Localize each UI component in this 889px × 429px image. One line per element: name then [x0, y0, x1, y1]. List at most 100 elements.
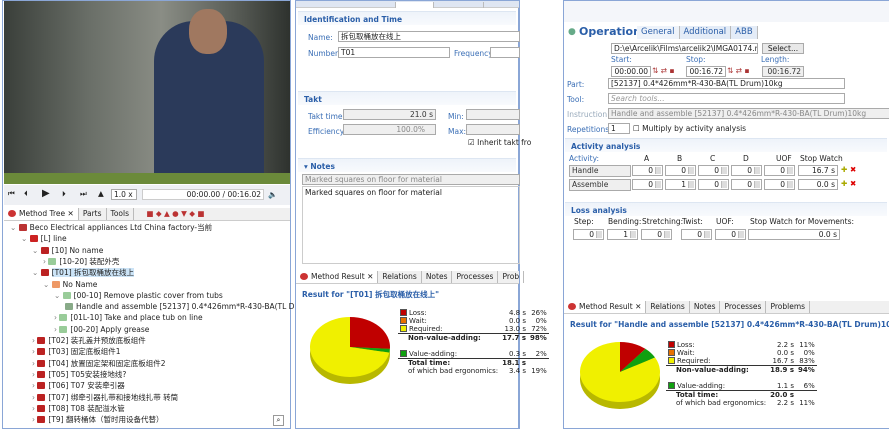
tree-item[interactable]: Handle and assemble [52137] 0.4*426mm*R-… — [65, 301, 324, 312]
expand-chevron-icon[interactable]: ⌄ — [32, 245, 41, 255]
expand-chevron-icon[interactable]: › — [32, 415, 38, 425]
activity-select[interactable]: Handle — [569, 165, 631, 177]
delete-icon[interactable]: ✖ — [850, 165, 857, 174]
expand-chevron-icon[interactable]: › — [54, 313, 60, 323]
spinner-arrows[interactable] — [754, 181, 760, 188]
tab-relations[interactable]: Relations — [646, 301, 690, 313]
activity-spinner[interactable]: 0 — [632, 179, 663, 190]
spinner-arrows[interactable] — [596, 231, 602, 238]
tab-processes[interactable]: Processes — [720, 301, 767, 313]
spinner-arrows[interactable] — [655, 167, 661, 174]
tab-processes[interactable]: Processes — [452, 271, 499, 283]
tree-item[interactable]: ⌄ Beco Electrical appliances Ltd China f… — [10, 222, 212, 233]
tree-item[interactable]: › [T03] 固定底板组件1 — [32, 346, 121, 357]
spinner-arrows[interactable] — [664, 231, 670, 238]
expand-chevron-icon[interactable]: ⌄ — [21, 234, 30, 244]
tab-tools[interactable]: Tools — [107, 208, 135, 220]
loss-spinner[interactable]: 0 — [715, 229, 746, 240]
tree-item[interactable]: › [T02] 装孔盖并预放底板组件 — [32, 335, 146, 346]
add-icon[interactable]: ✚ — [841, 165, 848, 174]
expand-chevron-icon[interactable]: › — [54, 324, 60, 334]
tab-relations[interactable]: Relations — [378, 271, 422, 283]
tree-item[interactable]: › [00-20] Apply grease — [54, 324, 149, 335]
add-icon[interactable]: ✚ — [841, 179, 848, 188]
first-frame-button[interactable]: ⏮ — [8, 189, 15, 198]
spinner-arrows[interactable] — [738, 231, 744, 238]
spinner-arrows[interactable] — [787, 167, 793, 174]
tree-item[interactable]: › [01L-10] Take and place tub on line — [54, 312, 203, 323]
delete-icon[interactable]: ✖ — [850, 179, 857, 188]
tab-notes[interactable]: Notes — [690, 301, 721, 313]
stop-controls[interactable]: ⇅ ⇄ ▪ — [727, 66, 750, 75]
tab-abb[interactable]: ABB — [731, 26, 758, 39]
spinner-arrows[interactable] — [721, 167, 727, 174]
tool-search-input[interactable]: Search tools... — [608, 93, 845, 104]
notes-summary-field[interactable]: Marked squares on floor for material — [302, 174, 520, 185]
video-player[interactable] — [4, 1, 290, 184]
tab-general[interactable]: General — [637, 26, 680, 39]
tree-item[interactable]: › [T07] 绑牵引器扎带和接地线扎带 转筒 — [32, 392, 178, 403]
spinner-arrows[interactable] — [754, 167, 760, 174]
expand-chevron-icon[interactable]: ⌄ — [10, 223, 19, 232]
expand-chevron-icon[interactable]: › — [32, 403, 38, 413]
expand-chevron-icon[interactable]: › — [32, 392, 38, 402]
speed-spinner[interactable]: 1.0 x — [111, 189, 137, 200]
spinner-arrows[interactable] — [655, 181, 661, 188]
editor-tab-active[interactable] — [396, 2, 434, 8]
tab-method-tree[interactable]: Method Tree ✕ — [4, 208, 79, 220]
activity-select[interactable]: Assemble — [569, 179, 631, 191]
tree-item[interactable]: ⌄ No Name — [43, 279, 97, 290]
tab-notes[interactable]: Notes — [422, 271, 453, 283]
expand-chevron-icon[interactable]: › — [32, 336, 38, 345]
efficiency-field[interactable]: 100.0% — [343, 124, 436, 135]
tree-item[interactable]: › [T9] 翻转桶体（暂时用设备代替） — [32, 414, 163, 425]
part-select[interactable]: [52137] 0.4*426mm*R-430-BA(TL Drum)10kg — [608, 78, 845, 89]
activity-spinner[interactable]: 0 — [731, 179, 762, 190]
tab-method-result[interactable]: Method Result ✕ — [296, 271, 379, 283]
tree-toolbar-icons[interactable]: ■ ◆ ▲ ● ▼ ◆ ■ — [146, 209, 205, 218]
spinner-arrows[interactable] — [721, 181, 727, 188]
search-icon[interactable]: ⌕ — [273, 415, 284, 426]
tree-item[interactable]: › [T05] T05安装接地线? — [32, 369, 126, 380]
tab-problems[interactable]: Problems — [766, 301, 811, 313]
tree-item[interactable]: › [10-20] 装配外壳 — [43, 256, 119, 267]
expand-chevron-icon[interactable]: ⌄ — [43, 279, 52, 289]
tree-item[interactable]: ⌄ [T01] 拆包取桶放在线上 — [32, 267, 135, 278]
loss-spinner[interactable]: 0 — [681, 229, 712, 240]
last-frame-button[interactable]: ⏭ — [80, 189, 87, 198]
tab-method-result[interactable]: Method Result ✕ — [564, 301, 647, 313]
name-field[interactable]: 拆包取桶放在线上 — [338, 31, 520, 42]
activity-spinner[interactable]: 0 — [764, 165, 795, 176]
activity-spinner[interactable]: 0 — [632, 165, 663, 176]
expand-chevron-icon[interactable]: › — [32, 369, 38, 379]
activity-spinner[interactable]: 0 — [731, 165, 762, 176]
next-frame-button[interactable]: ⏵ — [62, 189, 66, 198]
loss-spinner[interactable]: 0 — [573, 229, 604, 240]
expand-chevron-icon[interactable]: › — [32, 381, 38, 391]
eject-button[interactable]: ▲ — [98, 189, 104, 198]
min-field[interactable] — [466, 109, 520, 120]
repetitions-spinner[interactable]: 1 — [608, 123, 630, 134]
stopwatch-field[interactable]: 16.7 s — [798, 165, 838, 176]
instruction-field[interactable]: Handle and assemble [52137] 0.4*426mm*R-… — [608, 108, 889, 119]
movement-stopwatch-field[interactable]: 0.0 s — [748, 229, 840, 240]
spinner-arrows[interactable] — [704, 231, 710, 238]
video-file-field[interactable]: D:\e\Arcelik\Films\arcelik2\IMGA0174.mp4 — [611, 43, 758, 54]
notes-section-header[interactable]: ▾ Notes — [298, 158, 516, 172]
play-button[interactable]: ▶ — [42, 188, 50, 199]
spinner-arrows[interactable] — [787, 181, 793, 188]
expand-chevron-icon[interactable]: › — [32, 358, 38, 368]
tree-item[interactable]: › [T04] 放置固定架和固定底板组件2 — [32, 358, 166, 369]
number-field[interactable]: T01 — [338, 47, 450, 58]
start-field[interactable]: 00:00.00 — [611, 66, 651, 77]
tree-item[interactable]: › [T06] T07 安装牵引器 — [32, 380, 125, 391]
takt-time-field[interactable]: 21.0 s — [343, 109, 436, 120]
editor-tab[interactable] — [316, 2, 396, 8]
activity-spinner[interactable]: 0 — [698, 165, 729, 176]
spinner-arrows[interactable] — [688, 181, 694, 188]
tab-problems[interactable]: Prob — [498, 271, 525, 283]
tree-item[interactable]: ⌄ [10] No name — [32, 245, 103, 256]
stop-field[interactable]: 00:16.72 — [686, 66, 726, 77]
stopwatch-field[interactable]: 0.0 s — [798, 179, 838, 190]
expand-chevron-icon[interactable]: ⌄ — [54, 290, 63, 300]
